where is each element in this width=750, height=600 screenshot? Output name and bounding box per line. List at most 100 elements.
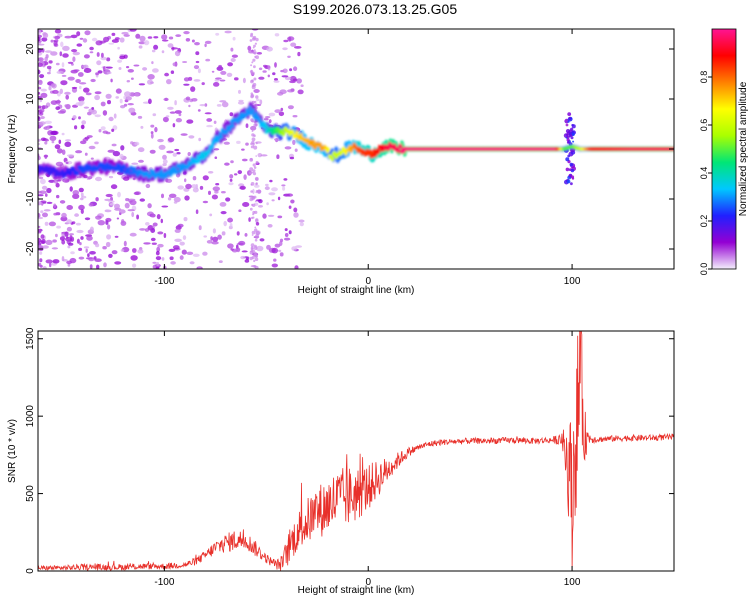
spectrogram-noise-blob [132,263,137,268]
spectrogram-noise-blob [209,213,213,217]
spectrogram-noise-blob [83,68,92,73]
spectrogram-noise-blob [242,77,246,84]
spectrogram-noise-blob [75,222,81,226]
spectrogram-y-label: Frequency (Hz) [7,115,18,184]
spectrogram-noise-blob [71,86,78,89]
spectrogram-noise-blob [132,248,137,253]
spectrogram-noise-blob [66,226,72,232]
spectrogram-noise-blob [264,186,270,191]
spectrogram-noise-blob [271,187,278,192]
spectrogram-noise-blob [111,250,118,255]
spectrogram-noise-blob [229,178,233,182]
spectrogram-noise-blob [274,109,282,113]
spectrogram-ridge-core [397,148,401,154]
spectrogram-noise-blob [109,203,115,206]
spectrogram-noise-blob [255,222,260,226]
spectrogram-noise-blob [213,120,217,125]
spectrogram-noise-blob [100,101,106,107]
spectrogram-noise-blob [279,89,287,94]
spectrogram-noise-blob [50,83,56,88]
spectrogram-noise-blob [249,167,254,172]
spectrogram-noise-blob [230,47,234,52]
spectrogram-noise-blob [148,98,152,105]
spectrogram-noise-blob [293,78,298,82]
spectrogram-noise-blob [266,202,269,206]
spectrogram-ridge-core [313,145,317,150]
spectrogram-noise-blob [173,196,181,203]
spectrogram-noise-blob [58,139,62,144]
spectrogram-noise-blob [60,216,68,222]
spectrogram-noise-blob [212,186,220,192]
spectrogram-noise-blob [75,150,83,154]
spectrogram-noise-blob [52,239,57,243]
spectrogram-noise-blob [169,256,174,261]
spectrogram-noise-blob [295,245,302,248]
spectrogram-noise-blob [111,128,115,132]
spectrogram-noise-blob [287,89,295,93]
spectrogram-noise-blob [266,244,271,250]
spectrogram-noise-blob [198,137,202,142]
spectrogram-noise-blob [263,118,269,121]
spectrogram-x-label: Height of straight line (km) [298,285,415,296]
spectrogram-noise-blob [195,51,200,56]
spectrogram-noise-blob [61,149,66,155]
spectrogram-noise-blob [116,217,120,220]
spectrogram-noise-blob [253,195,257,199]
spectrogram-noise-blob [250,69,253,73]
spectrogram-noise-blob [44,154,48,159]
spectrogram-noise-blob [41,239,46,244]
spectrogram-noise-blob [60,41,64,48]
spectrogram-noise-blob [94,141,99,145]
spectrogram-noise-blob [153,44,159,50]
spectrogram-noise-blob [567,112,572,116]
spectrogram-noise-blob [53,203,57,208]
spectrogram-noise-blob [570,175,575,179]
spectrogram-noise-blob [157,138,164,143]
spectrogram-noise-blob [124,91,131,97]
spectrogram-noise-blob [192,176,197,181]
spectrogram-noise-blob [38,201,43,206]
spectrogram-noise-blob [67,76,75,81]
spectrogram-noise-blob [174,110,182,114]
spectrogram-ridge-core [181,166,185,171]
spectrogram-noise-blob [258,67,263,71]
y-tick-label: 20 [25,43,36,55]
spectrogram-noise-blob [255,95,259,99]
spectrogram-noise-blob [251,61,254,64]
spectrogram-noise-blob [94,94,100,101]
spectrogram-noise-blob [38,212,41,219]
y-tick-label: 1000 [25,405,36,428]
spectrogram-noise-blob [55,233,58,238]
spectrogram-ridge-core [38,168,42,174]
spectrogram-noise-blob [256,189,262,194]
spectrogram-noise-blob [253,65,256,69]
spectrogram-noise-blob [211,70,215,73]
spectrogram-noise-blob [255,155,257,157]
spectrogram-noise-blob [255,218,259,222]
spectrogram-ridge-core [326,147,331,152]
spectrogram-noise-blob [115,88,122,94]
spectrogram-noise-blob [40,200,47,203]
spectrogram-noise-blob [239,185,246,190]
spectrogram-noise-blob [75,102,81,106]
spectrogram-noise-blob [147,36,153,39]
spectrogram-noise-blob [299,222,304,227]
spectrogram-noise-blob [283,39,289,43]
spectrogram-noise-blob [271,199,275,202]
spectrogram-noise-blob [565,157,570,162]
spectrogram-ridge-core [231,123,235,128]
spectrogram-noise-blob [43,209,51,212]
spectrogram-noise-blob [252,172,257,176]
spectrogram-noise-blob [80,124,85,130]
spectrogram-noise-blob [566,141,570,144]
spectrogram-noise-blob [150,81,154,84]
snr-series-line [38,331,674,571]
spectrogram-noise-blob [135,33,141,39]
spectrogram-noise-blob [259,238,265,242]
spectrogram-noise-blob [151,242,157,245]
spectrogram-noise-blob [150,133,154,139]
spectrogram-noise-blob [44,221,49,226]
spectrogram-noise-blob [241,148,245,151]
spectrogram-noise-blob [293,207,298,213]
